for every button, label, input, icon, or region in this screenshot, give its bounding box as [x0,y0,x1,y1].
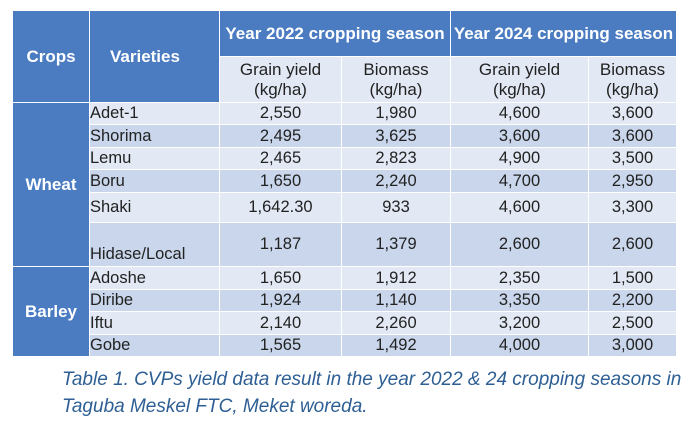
grain-yield-2024-cell: 4,900 [450,147,589,170]
biomass-2024-cell: 1,500 [588,266,677,290]
variety-cell: Adoshe [89,266,220,290]
table-row: Barley Adoshe 1,650 1,912 2,350 1,500 [12,266,677,357]
biomass-2024-cell: 2,200 [588,289,677,312]
table-row: Diribe 1,924 1,140 3,350 2,200 [13,289,677,312]
year-2022-header: Year 2022 cropping season [219,10,451,57]
biomass-2022-cell: 1,912 [341,266,451,290]
table-row: Iftu 2,140 2,260 3,200 2,500 [13,311,677,335]
varieties-header: Varieties [89,10,220,103]
biomass-2022-cell: 2,240 [341,169,451,193]
biomass-2024-cell: 3,600 [588,102,677,125]
variety-cell: Shorima [89,124,220,148]
grain-yield-2024-cell: 3,350 [450,289,589,312]
yield-table: Crops Varieties Year 2022 cropping seaso… [12,10,677,357]
biomass-2024-cell: 3,500 [588,147,677,170]
crop-cell-wheat: Wheat [12,102,90,267]
grain-yield-2024-cell: 3,200 [450,311,589,335]
biomass-2022-cell: 2,260 [341,311,451,335]
grain-yield-2022-cell: 2,140 [219,311,342,335]
biomass-2024-cell: 3,300 [588,192,677,223]
crops-header: Crops [12,10,90,103]
biomass-2022-cell: 1,980 [341,102,451,125]
variety-cell: Lemu [89,147,220,170]
biomass-2024-cell: 2,500 [588,311,677,335]
biomass-2022-cell: 3,625 [341,124,451,148]
biomass-2024-cell: 2,600 [588,222,677,267]
table-row: Shaki 1,642.30 933 4,600 3,300 [13,192,677,223]
table-row: Gobe 1,565 1,492 4,000 3,000 [13,334,677,357]
variety-cell: Shaki [89,192,220,223]
grain-yield-2024-cell: 4,700 [450,169,589,193]
crop-cell-barley: Barley [12,266,90,357]
grain-yield-2024-cell: 2,350 [450,266,589,290]
grain-yield-2022-header: Grain yield (kg/ha) [219,56,342,103]
grain-yield-2022-cell: 2,550 [219,102,342,125]
table-caption: Table 1. CVPs yield data result in the y… [62,369,682,417]
grain-yield-2024-header: Grain yield (kg/ha) [450,56,589,103]
table-row: Wheat Adet-1 2,550 1,980 4,600 3,600 [12,102,677,267]
variety-cell: Iftu [89,311,220,335]
grain-yield-2022-cell: 1,187 [219,222,342,267]
biomass-2022-cell: 933 [341,192,451,223]
grain-yield-2022-cell: 2,465 [219,147,342,170]
grain-yield-2022-cell: 1,650 [219,169,342,193]
table-row: Lemu 2,465 2,823 4,900 3,500 [13,147,677,170]
table-row: Boru 1,650 2,240 4,700 2,950 [13,169,677,193]
biomass-2022-cell: 2,823 [341,147,451,170]
biomass-2024-cell: 3,000 [588,334,677,357]
biomass-2022-header: Biomass (kg/ha) [341,56,451,103]
biomass-2022-cell: 1,140 [341,289,451,312]
grain-yield-2022-cell: 2,495 [219,124,342,148]
grain-yield-2022-cell: 1,642.30 [219,192,342,223]
biomass-2024-cell: 2,950 [588,169,677,193]
variety-cell: Gobe [89,334,220,357]
variety-cell: Hidase/Local [89,222,220,267]
biomass-2024-cell: 3,600 [588,124,677,148]
grain-yield-2024-cell: 4,600 [450,102,589,125]
grain-yield-2024-cell: 2,600 [450,222,589,267]
grain-yield-2022-cell: 1,924 [219,289,342,312]
table-row: Hidase/Local 1,187 1,379 2,600 2,600 [13,222,677,267]
variety-cell: Boru [89,169,220,193]
biomass-2024-header: Biomass (kg/ha) [588,56,677,103]
year-2024-header: Year 2024 cropping season [450,10,677,57]
grain-yield-2022-cell: 1,565 [219,334,342,357]
grain-yield-2024-cell: 4,600 [450,192,589,223]
header-row-top: Crops Varieties Year 2022 cropping seaso… [12,10,677,103]
table-row: Shorima 2,495 3,625 3,600 3,600 [13,124,677,148]
header-row-sub: Grain yield (kg/ha) Biomass (kg/ha) Grai… [13,56,677,103]
variety-cell: Adet-1 [89,102,220,125]
biomass-2022-cell: 1,379 [341,222,451,267]
grain-yield-2024-cell: 3,600 [450,124,589,148]
variety-cell: Diribe [89,289,220,312]
grain-yield-2024-cell: 4,000 [450,334,589,357]
biomass-2022-cell: 1,492 [341,334,451,357]
grain-yield-2022-cell: 1,650 [219,266,342,290]
